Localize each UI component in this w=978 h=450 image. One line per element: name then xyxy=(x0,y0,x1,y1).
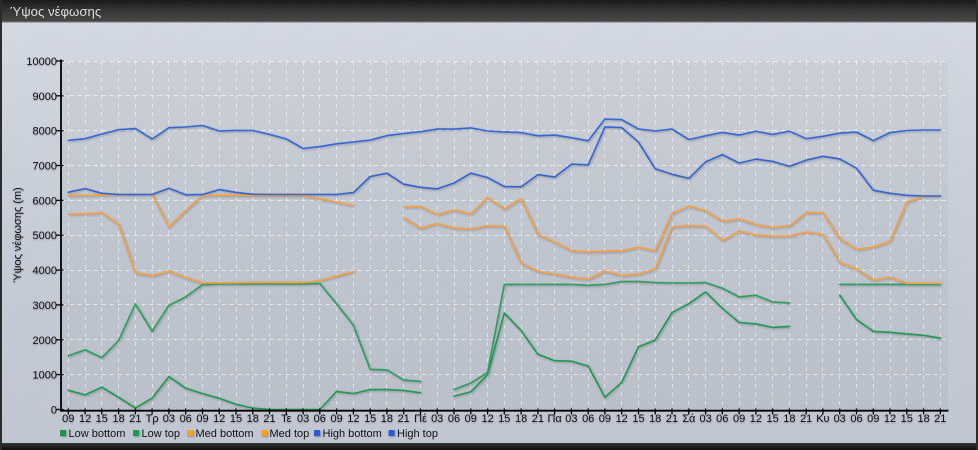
svg-text:21: 21 xyxy=(666,413,678,425)
svg-text:Τε: Τε xyxy=(281,413,292,425)
svg-text:09: 09 xyxy=(330,413,342,425)
svg-text:18: 18 xyxy=(381,413,393,425)
svg-text:18: 18 xyxy=(917,413,929,425)
svg-text:12: 12 xyxy=(213,413,225,425)
svg-text:15: 15 xyxy=(632,413,644,425)
svg-text:09: 09 xyxy=(62,413,74,425)
svg-text:18: 18 xyxy=(515,413,527,425)
svg-text:21: 21 xyxy=(398,413,410,425)
svg-text:21: 21 xyxy=(532,413,544,425)
svg-text:09: 09 xyxy=(599,413,611,425)
svg-text:12: 12 xyxy=(481,413,493,425)
svg-text:0: 0 xyxy=(51,405,57,417)
svg-text:15: 15 xyxy=(766,413,778,425)
svg-text:15: 15 xyxy=(498,413,510,425)
svg-text:15: 15 xyxy=(901,413,913,425)
svg-text:03: 03 xyxy=(834,413,846,425)
svg-text:03: 03 xyxy=(699,413,711,425)
svg-text:Πέ: Πέ xyxy=(414,413,427,425)
svg-text:12: 12 xyxy=(79,413,91,425)
svg-text:Ύψος νέφωσης (m): Ύψος νέφωσης (m) xyxy=(12,187,24,283)
svg-text:5000: 5000 xyxy=(33,230,57,242)
svg-text:03: 03 xyxy=(163,413,175,425)
svg-text:Med bottom: Med bottom xyxy=(196,428,254,440)
svg-text:4000: 4000 xyxy=(33,265,57,277)
svg-text:03: 03 xyxy=(297,413,309,425)
svg-text:Κυ: Κυ xyxy=(816,413,829,425)
svg-text:18: 18 xyxy=(649,413,661,425)
svg-text:3000: 3000 xyxy=(33,300,57,312)
svg-text:21: 21 xyxy=(934,413,946,425)
svg-text:High bottom: High bottom xyxy=(323,428,382,440)
svg-text:12: 12 xyxy=(884,413,896,425)
svg-text:9000: 9000 xyxy=(33,91,57,103)
svg-text:Low top: Low top xyxy=(142,428,181,440)
svg-text:Τρ: Τρ xyxy=(146,413,159,425)
svg-text:12: 12 xyxy=(616,413,628,425)
svg-text:03: 03 xyxy=(431,413,443,425)
svg-text:Πα: Πα xyxy=(547,413,562,425)
svg-text:06: 06 xyxy=(448,413,460,425)
svg-text:10000: 10000 xyxy=(26,56,57,68)
svg-text:09: 09 xyxy=(733,413,745,425)
svg-text:Σά: Σά xyxy=(682,413,696,425)
svg-text:15: 15 xyxy=(230,413,242,425)
svg-text:1000: 1000 xyxy=(33,370,57,382)
svg-text:06: 06 xyxy=(716,413,728,425)
svg-text:15: 15 xyxy=(364,413,376,425)
svg-text:06: 06 xyxy=(850,413,862,425)
svg-text:06: 06 xyxy=(314,413,326,425)
svg-text:12: 12 xyxy=(347,413,359,425)
svg-text:15: 15 xyxy=(96,413,108,425)
svg-text:06: 06 xyxy=(180,413,192,425)
svg-text:03: 03 xyxy=(565,413,577,425)
svg-text:09: 09 xyxy=(465,413,477,425)
svg-text:6000: 6000 xyxy=(33,195,57,207)
svg-text:18: 18 xyxy=(783,413,795,425)
svg-text:7000: 7000 xyxy=(33,161,57,173)
svg-text:21: 21 xyxy=(800,413,812,425)
svg-text:06: 06 xyxy=(582,413,594,425)
svg-text:Ύψος νέφωσης: Ύψος νέφωσης xyxy=(10,4,101,19)
svg-text:18: 18 xyxy=(247,413,259,425)
svg-text:12: 12 xyxy=(750,413,762,425)
svg-text:Med top: Med top xyxy=(270,428,310,440)
svg-text:2000: 2000 xyxy=(33,335,57,347)
svg-text:09: 09 xyxy=(867,413,879,425)
svg-text:21: 21 xyxy=(129,413,141,425)
svg-text:High top: High top xyxy=(397,428,438,440)
svg-text:Low bottom: Low bottom xyxy=(69,428,126,440)
svg-text:18: 18 xyxy=(112,413,124,425)
svg-text:09: 09 xyxy=(196,413,208,425)
svg-text:21: 21 xyxy=(263,413,275,425)
svg-text:8000: 8000 xyxy=(33,126,57,138)
